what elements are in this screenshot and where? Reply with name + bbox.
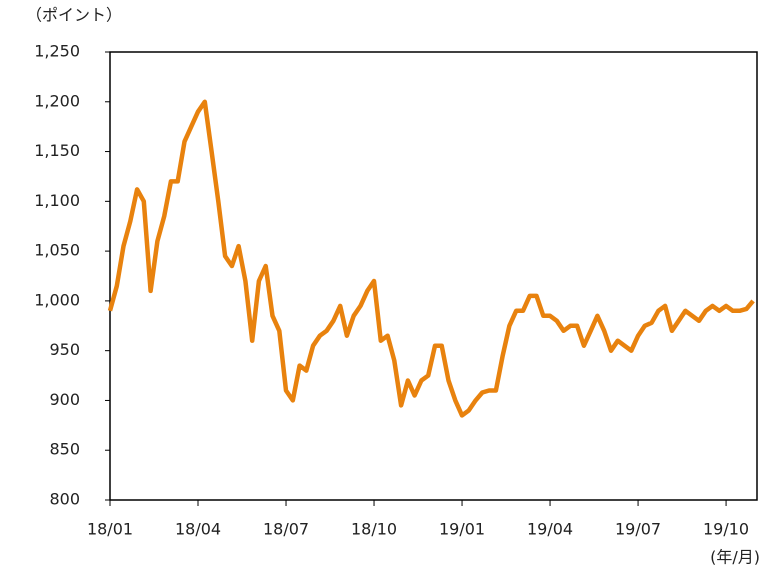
- x-tick-label: 19/01: [439, 520, 485, 539]
- plot-frame: [109, 51, 758, 501]
- y-tick-label: 800: [49, 490, 80, 509]
- x-tick-label: 19/07: [615, 520, 661, 539]
- x-tick-label: 18/07: [263, 520, 309, 539]
- y-tick-label: 1,200: [34, 91, 80, 110]
- x-axis-label: (年/月): [710, 548, 760, 567]
- x-tick-label: 19/04: [527, 520, 573, 539]
- y-tick-label: 1,100: [34, 191, 80, 210]
- y-axis-label: （ポイント）: [26, 6, 122, 25]
- x-tick-label: 18/04: [175, 520, 221, 539]
- y-tick-label: 1,150: [34, 141, 80, 160]
- x-tick-label: 18/01: [87, 520, 133, 539]
- x-tick-label: 18/10: [351, 520, 397, 539]
- data-line: [107, 99, 755, 418]
- y-tick-label: 1,250: [34, 42, 80, 61]
- y-tick-label: 950: [49, 340, 80, 359]
- x-tick-label: 19/10: [703, 520, 749, 539]
- y-tick-label: 900: [49, 390, 80, 409]
- y-tick-label: 1,050: [34, 241, 80, 260]
- y-tick-label: 1,000: [34, 290, 80, 309]
- y-tick-label: 850: [49, 440, 80, 459]
